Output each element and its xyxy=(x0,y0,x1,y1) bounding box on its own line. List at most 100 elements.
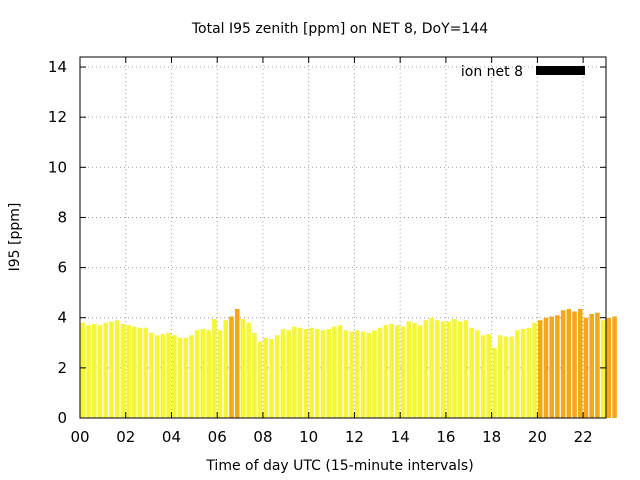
y-tick-label: 8 xyxy=(57,208,67,226)
bar xyxy=(509,336,514,418)
bar xyxy=(223,320,229,418)
bar xyxy=(537,320,543,418)
bar xyxy=(257,341,263,418)
y-tick-label: 0 xyxy=(57,409,67,427)
bar xyxy=(154,335,160,418)
legend-label: ion net 8 xyxy=(461,64,523,80)
bar xyxy=(280,329,286,418)
x-tick-label: 14 xyxy=(391,428,410,446)
bar xyxy=(395,325,400,418)
bar xyxy=(103,322,109,418)
bar xyxy=(183,337,189,418)
bar xyxy=(520,329,526,418)
bar xyxy=(320,330,326,418)
bar xyxy=(577,308,583,418)
bar xyxy=(469,327,474,418)
bar xyxy=(234,308,240,418)
bar xyxy=(423,320,429,418)
bar xyxy=(172,335,177,418)
y-tick-label: 12 xyxy=(48,108,67,126)
bar xyxy=(217,330,223,418)
bar xyxy=(480,335,486,418)
bar xyxy=(303,329,309,418)
bar xyxy=(314,329,320,418)
x-axis-label: Time of day UTC (15-minute intervals) xyxy=(205,458,473,474)
bar xyxy=(435,320,440,418)
bar xyxy=(429,317,434,418)
bar xyxy=(92,323,97,418)
plot-frame xyxy=(79,56,607,419)
bar xyxy=(549,316,554,418)
bar xyxy=(309,327,314,418)
bar xyxy=(515,330,520,418)
bar xyxy=(440,321,446,418)
bar xyxy=(80,322,86,418)
x-tick-label: 08 xyxy=(253,428,272,446)
bar xyxy=(595,312,600,418)
bar xyxy=(532,322,537,418)
x-tick-label: 04 xyxy=(162,428,181,446)
chart-title: Total I95 zenith [ppm] on NET 8, DoY=144 xyxy=(191,21,488,37)
y-tick-label: 2 xyxy=(57,359,67,377)
bar xyxy=(274,335,280,418)
bar xyxy=(200,329,206,418)
bar xyxy=(126,325,131,418)
bar xyxy=(343,330,349,418)
bar xyxy=(337,325,343,418)
x-tick-label: 18 xyxy=(482,428,501,446)
bar xyxy=(503,336,509,418)
bar xyxy=(543,317,549,418)
bar xyxy=(286,330,291,418)
bar xyxy=(246,322,251,418)
bar xyxy=(566,308,572,418)
bar xyxy=(97,325,103,418)
bar xyxy=(372,330,377,418)
bar xyxy=(406,321,412,418)
bar xyxy=(360,331,366,418)
x-tick-label: 00 xyxy=(70,428,89,446)
bar xyxy=(120,323,126,418)
y-tick-label: 6 xyxy=(57,259,67,277)
bar xyxy=(412,322,417,418)
bar xyxy=(229,316,234,418)
y-axis-label: I95 [ppm] xyxy=(7,203,23,272)
legend: ion net 8 xyxy=(461,64,585,80)
bar xyxy=(194,330,200,418)
bar xyxy=(612,316,617,418)
bar xyxy=(326,329,331,418)
legend-swatch xyxy=(536,66,585,75)
x-tick-label: 06 xyxy=(208,428,227,446)
bar xyxy=(606,317,612,418)
bar xyxy=(572,311,577,418)
y-tick-label: 14 xyxy=(48,58,67,76)
bar xyxy=(332,326,337,418)
bar xyxy=(212,318,217,418)
bar xyxy=(160,334,166,418)
x-tick-label: 16 xyxy=(436,428,455,446)
bar xyxy=(366,332,372,418)
bar xyxy=(349,331,354,418)
bar xyxy=(446,321,452,418)
grid-lines xyxy=(80,57,606,418)
bar xyxy=(497,335,503,418)
bar xyxy=(252,332,257,418)
bar xyxy=(189,335,194,418)
bar xyxy=(109,321,114,418)
bar xyxy=(132,326,137,418)
y-tick-label: 10 xyxy=(48,158,67,176)
bar xyxy=(177,337,183,418)
bar xyxy=(560,310,566,418)
bar xyxy=(555,315,560,418)
bar-series xyxy=(80,308,617,418)
bar xyxy=(143,327,149,418)
bar xyxy=(589,313,594,418)
bar xyxy=(492,347,497,418)
bar xyxy=(269,339,274,418)
bar xyxy=(292,326,297,418)
bar xyxy=(206,330,211,418)
x-tick-label: 20 xyxy=(528,428,547,446)
bar xyxy=(355,330,360,418)
bar xyxy=(400,326,406,418)
bar xyxy=(114,320,120,418)
